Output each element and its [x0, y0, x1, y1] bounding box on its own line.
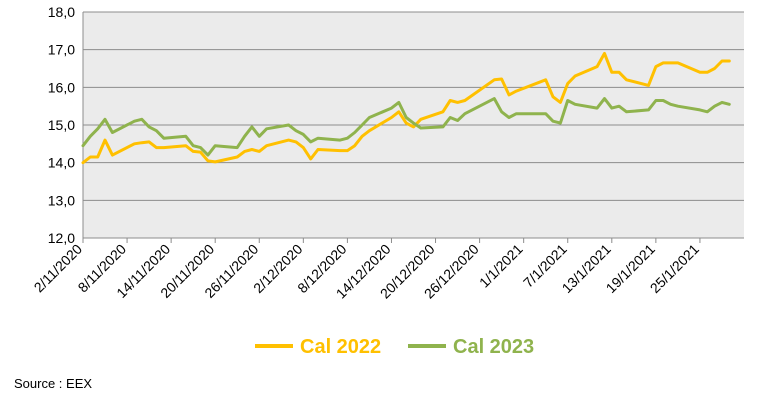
- y-tick-label: 13,0: [48, 192, 75, 208]
- series-lines: [81, 51, 731, 165]
- legend-label: Cal 2023: [453, 336, 534, 358]
- y-tick-label: 18,0: [48, 4, 75, 20]
- y-tick-label: 15,0: [48, 117, 75, 133]
- y-tick-label: 12,0: [48, 230, 75, 246]
- x-tick-label: 25/1/2021: [647, 241, 703, 297]
- series-line-1: [81, 51, 731, 165]
- legend: Cal 2022 Cal 2023: [255, 336, 534, 358]
- series-line-2: [81, 97, 731, 157]
- source-note: Source : EEX: [14, 376, 93, 391]
- y-tick-label: 14,0: [48, 155, 75, 171]
- y-axis: 12,0 13,0 14,0 15,0 16,0 17,0 18,0: [48, 4, 75, 246]
- legend-label: Cal 2022: [300, 336, 381, 358]
- y-tick-label: 16,0: [48, 79, 75, 95]
- y-tick-label: 17,0: [48, 42, 75, 58]
- x-tick-label: 1/1/2021: [476, 241, 526, 291]
- gridlines: [82, 11, 744, 239]
- x-axis: 2/11/20208/11/202014/11/202020/11/202026…: [30, 238, 702, 302]
